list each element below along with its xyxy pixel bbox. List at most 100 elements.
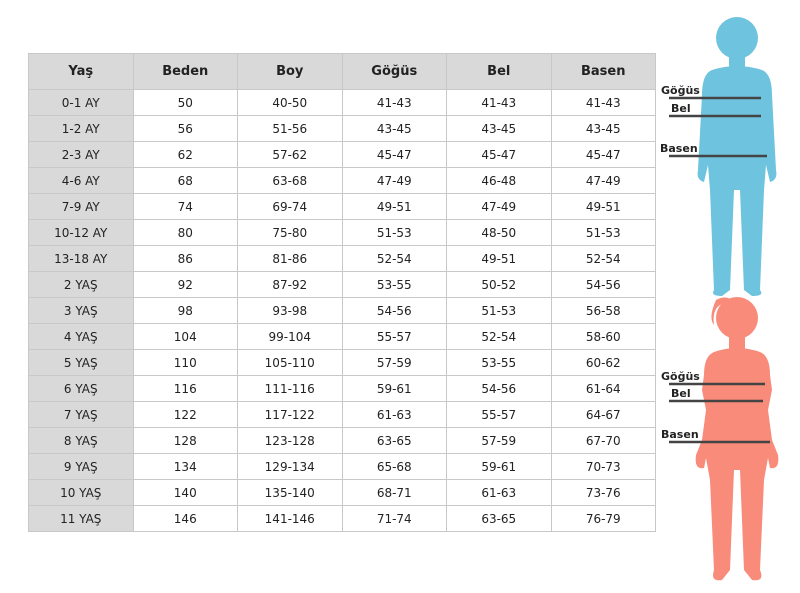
table-cell: 52-54	[341, 245, 447, 272]
age-cell: 7 YAŞ	[28, 401, 134, 428]
girl-chest-label: Göğüs	[661, 370, 700, 383]
table-cell: 55-57	[341, 323, 447, 350]
table-cell: 140	[132, 479, 238, 506]
table-cell: 43-45	[550, 115, 656, 142]
age-cell: 0-1 AY	[28, 89, 134, 116]
table-row: 10-12 AY 80 75-80 51-53 48-50 51-53	[28, 219, 656, 246]
table-cell: 47-49	[550, 167, 656, 194]
age-cell: 10 YAŞ	[28, 479, 134, 506]
table-cell: 67-70	[550, 427, 656, 454]
table-row: 4 YAŞ 104 99-104 55-57 52-54 58-60	[28, 323, 656, 350]
table-cell: 57-59	[341, 349, 447, 376]
table-row: 5 YAŞ 110 105-110 57-59 53-55 60-62	[28, 349, 656, 376]
table-cell: 105-110	[237, 349, 343, 376]
column-header: Bel	[446, 53, 552, 90]
boy-hip-label: Basen	[660, 142, 698, 155]
table-cell: 80	[132, 219, 238, 246]
table-cell: 55-57	[446, 401, 552, 428]
age-cell: 10-12 AY	[28, 219, 134, 246]
table-row: 9 YAŞ 134 129-134 65-68 59-61 70-73	[28, 453, 656, 480]
table-row: 2 YAŞ 92 87-92 53-55 50-52 54-56	[28, 271, 656, 298]
table-row: 1-2 AY 56 51-56 43-45 43-45 43-45	[28, 115, 656, 142]
table-cell: 99-104	[237, 323, 343, 350]
table-cell: 68	[132, 167, 238, 194]
girl-hip-label: Basen	[661, 428, 699, 441]
table-cell: 61-63	[446, 479, 552, 506]
table-cell: 110	[132, 349, 238, 376]
boy-figure	[697, 17, 777, 296]
age-cell: 4 YAŞ	[28, 323, 134, 350]
boy-waist-label: Bel	[671, 102, 691, 115]
table-cell: 49-51	[341, 193, 447, 220]
table-cell: 60-62	[550, 349, 656, 376]
table-cell: 122	[132, 401, 238, 428]
table-cell: 51-56	[237, 115, 343, 142]
table-cell: 146	[132, 505, 238, 532]
table-cell: 63-65	[446, 505, 552, 532]
table-cell: 69-74	[237, 193, 343, 220]
girl-waist-label: Bel	[671, 387, 691, 400]
column-header: Göğüs	[341, 53, 447, 90]
table-cell: 50	[132, 89, 238, 116]
age-cell: 2 YAŞ	[28, 271, 134, 298]
table-cell: 111-116	[237, 375, 343, 402]
table-row: 7 YAŞ 122 117-122 61-63 55-57 64-67	[28, 401, 656, 428]
table-cell: 68-71	[341, 479, 447, 506]
table-cell: 52-54	[550, 245, 656, 272]
header-row: Yaş Beden Boy Göğüs Bel Basen	[28, 53, 656, 90]
column-header: Basen	[550, 53, 656, 90]
column-header: Yaş	[28, 53, 134, 90]
table-cell: 45-47	[446, 141, 552, 168]
table-cell: 45-47	[550, 141, 656, 168]
table-cell: 63-65	[341, 427, 447, 454]
table-cell: 41-43	[446, 89, 552, 116]
size-chart-table: Yaş Beden Boy Göğüs Bel Basen 0-1 AY 50 40-50 41…	[28, 53, 656, 532]
table-cell: 41-43	[341, 89, 447, 116]
age-cell: 9 YAŞ	[28, 453, 134, 480]
age-cell: 5 YAŞ	[28, 349, 134, 376]
table-cell: 61-63	[341, 401, 447, 428]
table-cell: 51-53	[550, 219, 656, 246]
table-cell: 134	[132, 453, 238, 480]
table-cell: 45-47	[341, 141, 447, 168]
table-cell: 62	[132, 141, 238, 168]
table-cell: 76-79	[550, 505, 656, 532]
table-cell: 74	[132, 193, 238, 220]
table-row: 2-3 AY 62 57-62 45-47 45-47 45-47	[28, 141, 656, 168]
table-cell: 135-140	[237, 479, 343, 506]
table-cell: 57-62	[237, 141, 343, 168]
table-row: 4-6 AY 68 63-68 47-49 46-48 47-49	[28, 167, 656, 194]
table-cell: 64-67	[550, 401, 656, 428]
boy-chest-label: Göğüs	[661, 84, 700, 97]
table-row: 3 YAŞ 98 93-98 54-56 51-53 56-58	[28, 297, 656, 324]
girl-figure	[695, 297, 779, 581]
age-cell: 6 YAŞ	[28, 375, 134, 402]
table-cell: 54-56	[341, 297, 447, 324]
table-row: 11 YAŞ 146 141-146 71-74 63-65 76-79	[28, 505, 656, 532]
table-cell: 40-50	[237, 89, 343, 116]
table-cell: 53-55	[446, 349, 552, 376]
table-cell: 54-56	[550, 271, 656, 298]
table-row: 0-1 AY 50 40-50 41-43 41-43 41-43	[28, 89, 656, 116]
table-cell: 104	[132, 323, 238, 350]
age-cell: 7-9 AY	[28, 193, 134, 220]
table-cell: 52-54	[446, 323, 552, 350]
table-cell: 48-50	[446, 219, 552, 246]
table-row: 10 YAŞ 140 135-140 68-71 61-63 73-76	[28, 479, 656, 506]
table-cell: 49-51	[446, 245, 552, 272]
table-cell: 81-86	[237, 245, 343, 272]
table-cell: 117-122	[237, 401, 343, 428]
age-cell: 11 YAŞ	[28, 505, 134, 532]
table-cell: 93-98	[237, 297, 343, 324]
table-cell: 57-59	[446, 427, 552, 454]
table-cell: 53-55	[341, 271, 447, 298]
table-row: 7-9 AY 74 69-74 49-51 47-49 49-51	[28, 193, 656, 220]
table-cell: 87-92	[237, 271, 343, 298]
age-cell: 2-3 AY	[28, 141, 134, 168]
table-cell: 123-128	[237, 427, 343, 454]
table-cell: 61-64	[550, 375, 656, 402]
table-cell: 141-146	[237, 505, 343, 532]
age-cell: 4-6 AY	[28, 167, 134, 194]
table-row: 8 YAŞ 128 123-128 63-65 57-59 67-70	[28, 427, 656, 454]
